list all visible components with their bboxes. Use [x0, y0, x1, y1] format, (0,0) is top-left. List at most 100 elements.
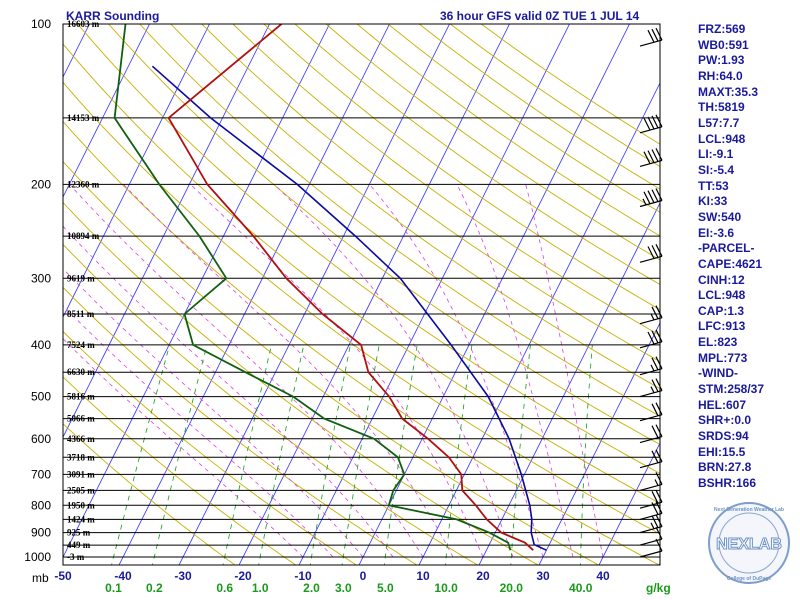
dry-adiabat-line	[294, 24, 660, 286]
param-pw: PW:1.93	[698, 53, 745, 68]
mixing-ratio-tick-label: 0.2	[146, 581, 163, 595]
dry-adiabat-line	[108, 24, 660, 445]
wind-barb-half-flag	[642, 198, 647, 206]
wind-barb-flag	[655, 424, 663, 437]
wind-barb-staff	[639, 526, 663, 534]
param-li: LI:-9.1	[698, 147, 734, 162]
wind-barb-half-flag	[650, 313, 655, 321]
wind-barb-flag	[647, 150, 655, 163]
nexlab-logo-ring	[708, 502, 790, 584]
dry-adiabat-line	[325, 24, 660, 261]
wind-barb	[639, 378, 663, 398]
param-wb0: WB0:591	[698, 37, 749, 52]
wind-barb-staff	[639, 255, 663, 263]
mixing-ratio-tick-label: 5.0	[377, 581, 394, 595]
wind-barb	[639, 489, 663, 509]
wind-barb	[639, 538, 663, 558]
moist-adiabat-line	[273, 184, 514, 558]
station-title: KARR Sounding	[66, 9, 159, 23]
wind-barb-flag	[651, 425, 659, 438]
height-label: 14153 m	[67, 113, 100, 123]
temperature-tick-label: 0	[360, 569, 367, 583]
dry-adiabat-line	[63, 81, 660, 535]
pressure-tick-label: 600	[31, 432, 51, 446]
dry-adiabat-line	[139, 24, 660, 417]
dry-adiabat-line	[63, 423, 236, 565]
wind-barb-flag	[655, 27, 663, 41]
wind-barb	[639, 526, 663, 546]
isotherm-line	[418, 82, 660, 565]
mixing-ratio-line	[222, 344, 272, 565]
param-cap: CAP:1.3	[698, 303, 745, 318]
dry-adiabat-line	[77, 24, 660, 474]
wind-barb-flag	[651, 450, 659, 464]
mixing-ratio-labels: 0.1 0.2 0.6 1.0 2.0 3.0 5.0 10.0 20.0 40.0	[105, 581, 593, 595]
param-parcel-header: -PARCEL-	[698, 241, 755, 256]
wind-barb-flag	[655, 148, 663, 161]
wind-barb-flag	[651, 306, 659, 320]
nexlab-logo-inner-ring	[718, 512, 780, 574]
wind-barb-flag	[655, 329, 663, 343]
param-srds: SRDS:94	[698, 429, 749, 444]
height-label: 3718 m	[67, 452, 95, 462]
wind-barb-flag	[643, 151, 651, 164]
mixing-ratio-line	[258, 344, 305, 565]
height-label: 12360 m	[67, 179, 100, 189]
temperature-tick-label: -20	[234, 569, 252, 583]
wind-barb-staff	[639, 512, 663, 520]
pressure-unit-label: mb	[32, 571, 49, 585]
wind-barb-flag	[655, 538, 663, 552]
dry-adiabat-line	[63, 160, 600, 565]
wind-barb-staff	[639, 390, 663, 398]
wind-barb-flag	[647, 246, 655, 259]
dry-adiabat-line	[201, 24, 660, 363]
param-ehi: EHI:15.5	[698, 444, 746, 459]
wind-barb-flag	[655, 449, 663, 462]
mixing-ratio-tick-label: 1.0	[252, 581, 269, 595]
isotherm-line	[478, 202, 660, 565]
mixing-ratio-line	[309, 344, 351, 565]
wind-barb-flag	[651, 357, 659, 371]
pressure-tick-label: 800	[31, 498, 51, 512]
wind-barb-half-flag	[654, 479, 659, 486]
mixing-ratio-tick-label: 20.0	[500, 581, 524, 595]
param-ki: KI:33	[698, 194, 728, 209]
wind-barb	[639, 356, 663, 376]
isotherm-line	[238, 24, 510, 565]
isotherm-line	[358, 24, 630, 565]
param-th: TH:5819	[698, 100, 745, 115]
pressure-tick-label: 900	[31, 526, 51, 540]
moist-adiabat-line	[190, 184, 484, 558]
height-label: 6630 m	[67, 367, 95, 377]
mixing-ratio-tick-label: 40.0	[569, 581, 593, 595]
wind-barb	[639, 472, 663, 491]
pressure-tick-label: 100	[31, 17, 51, 31]
wind-barb-staff	[639, 159, 663, 167]
dry-adiabat-line	[232, 24, 660, 336]
temperature-tick-label: 20	[476, 569, 490, 583]
dry-adiabat-line	[63, 120, 660, 565]
isotherm-line	[298, 24, 570, 565]
wind-barb-staff	[639, 341, 663, 349]
height-label: 2505 m	[67, 485, 95, 495]
wind-barb	[639, 305, 663, 325]
wind-barb-flag	[651, 149, 659, 162]
sounding-parameters-panel: FRZ:569 WB0:591 PW:1.93 RH:64.0 MAXT:35.…	[698, 22, 798, 492]
wind-barb-flag	[655, 526, 663, 540]
isotherm-line	[538, 322, 660, 565]
height-labels: 16603 m 14153 m 12360 m 10894 m 9619 m 8511 m…	[67, 19, 100, 562]
pressure-tick-label: 500	[31, 390, 51, 404]
param-l57: L57:7.7	[698, 115, 740, 130]
wind-barb-flag	[651, 330, 659, 344]
height-label: 1950 m	[67, 500, 95, 510]
wind-barb-flag	[655, 188, 663, 201]
wind-barb-staff	[639, 538, 663, 546]
wind-barb	[639, 449, 663, 469]
temperature-tick-label: 10	[416, 569, 430, 583]
wind-barb-flag	[647, 29, 655, 43]
wind-barb-staff	[639, 39, 663, 47]
wind-barb	[639, 424, 663, 444]
dry-adiabat-line	[263, 24, 660, 311]
isotherm-line	[63, 24, 210, 318]
param-cinh: CINH:12	[698, 272, 745, 287]
